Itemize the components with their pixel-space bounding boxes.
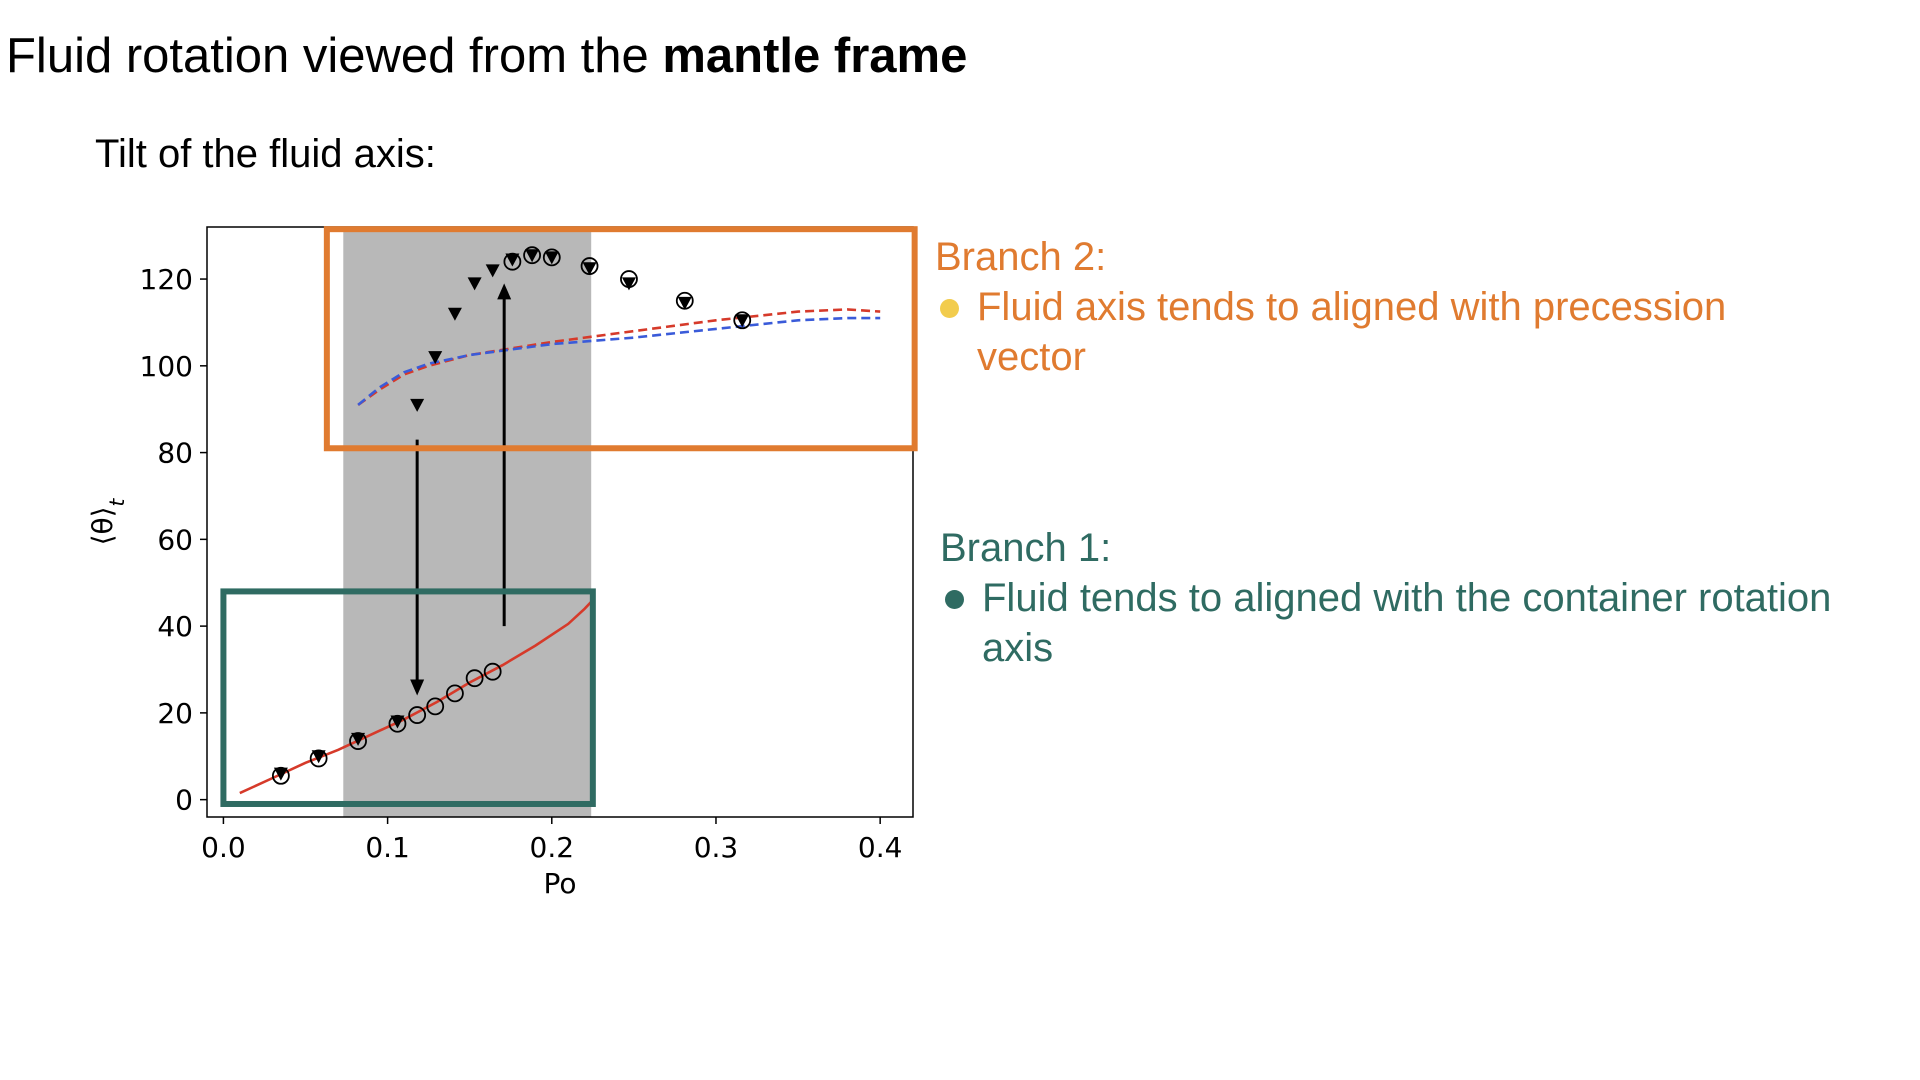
data-point-triangle — [311, 750, 326, 764]
axes-layer: 0.0 0.1 0.2 0.3 0.4 0 20 40 60 80 100 120 Po ⟨θ⟩t — [86, 226, 914, 900]
markers-layer — [271, 246, 752, 785]
arrows-layer — [410, 283, 512, 696]
arrow-head-0 — [410, 679, 425, 696]
branch-boxes-layer — [220, 226, 918, 807]
data-point-triangle — [621, 277, 636, 291]
y-tick-label: 100 — [140, 350, 193, 383]
x-tick-label: 0.0 — [201, 831, 246, 864]
slide-title-plain: Fluid rotation viewed from the — [6, 29, 663, 83]
branch2-note: Branch 2: Fluid axis tends to aligned wi… — [935, 232, 1837, 382]
branch-box-1 — [220, 588, 596, 807]
data-point-circle — [465, 669, 484, 688]
branch2-bullet: Fluid axis tends to aligned with precess… — [935, 282, 1837, 382]
data-point-circle — [542, 248, 561, 267]
data-point-triangle — [525, 249, 540, 263]
data-point-triangle — [428, 351, 443, 365]
dashed-model-line-4 — [357, 316, 881, 406]
data-point-triangle — [390, 715, 405, 729]
y-tick-label: 60 — [157, 523, 193, 556]
data-point-circle — [523, 246, 541, 265]
branch1-bullet-text: Fluid tends to aligned with the containe… — [982, 576, 1832, 670]
x-axis-label: Po — [543, 867, 576, 900]
slide-title-bold: mantle frame — [662, 29, 968, 83]
data-point-circle — [733, 311, 752, 330]
data-point-circle — [483, 662, 502, 681]
y-tick-label: 0 — [175, 784, 193, 817]
data-point-triangle — [505, 253, 520, 267]
branch1-note: Branch 1: Fluid tends to aligned with th… — [940, 523, 1842, 673]
branch1-bullet: Fluid tends to aligned with the containe… — [940, 573, 1842, 673]
data-point-circle — [408, 706, 427, 724]
arrow-head-1 — [497, 283, 512, 300]
data-point-triangle — [735, 314, 750, 328]
data-point-triangle — [485, 264, 500, 278]
branch1-bullet-dot-icon — [945, 590, 964, 609]
data-point-circle — [446, 684, 464, 703]
branch-box-2 — [323, 226, 918, 452]
x-tick-label: 0.3 — [694, 831, 739, 864]
x-tick-label: 0.2 — [530, 831, 575, 864]
slide-subtitle: Tilt of the fluid axis: — [95, 132, 436, 176]
y-tick-label: 40 — [157, 610, 193, 643]
data-point-triangle — [544, 251, 559, 265]
dashed-model-line-3 — [357, 308, 881, 406]
data-point-circle — [426, 697, 445, 716]
data-point-triangle — [467, 277, 482, 291]
branch2-heading: Branch 2: — [935, 235, 1107, 279]
solid-model-line-2 — [239, 599, 594, 795]
branch2-bullet-dot-icon — [940, 299, 959, 318]
y-axis-label: ⟨θ⟩t — [86, 497, 129, 545]
x-tick-label: 0.1 — [365, 831, 410, 864]
data-point-triangle — [447, 307, 462, 321]
slide-title: Fluid rotation viewed from the mantle fr… — [6, 28, 967, 84]
y-tick-label: 120 — [140, 263, 193, 296]
data-point-triangle — [677, 296, 692, 310]
data-point-triangle — [410, 398, 425, 412]
shaded-region — [343, 227, 592, 817]
model-lines-layer — [239, 308, 881, 795]
x-tick-label: 0.4 — [858, 831, 903, 864]
data-point-triangle — [351, 732, 366, 746]
shaded-region-layer — [343, 227, 592, 817]
data-point-triangle — [582, 262, 597, 276]
y-tick-label: 20 — [157, 697, 193, 730]
y-tick-label: 80 — [157, 437, 193, 470]
data-point-triangle — [273, 767, 288, 781]
branch1-heading: Branch 1: — [940, 526, 1112, 570]
branch2-bullet-text: Fluid axis tends to aligned with precess… — [977, 285, 1727, 379]
